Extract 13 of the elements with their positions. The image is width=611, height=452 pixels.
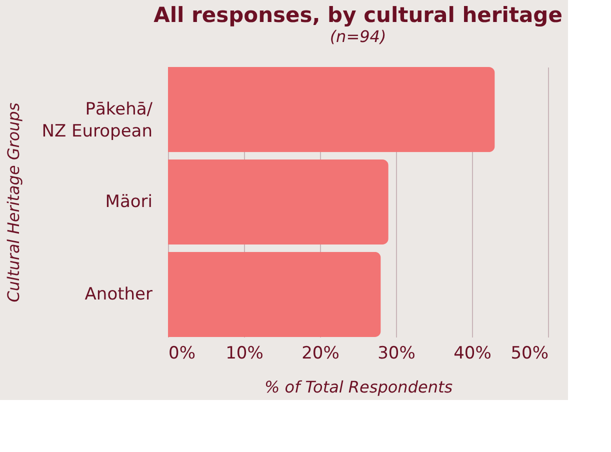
y-axis-title: Cultural Heritage Groups <box>4 102 23 302</box>
x-tick-label: 40% <box>454 344 492 364</box>
chart-subtitle: (n=94) <box>330 27 386 46</box>
x-axis-title: % of Total Respondents <box>264 378 453 396</box>
x-tick-label: 30% <box>378 344 416 364</box>
chart-title: All responses, by cultural heritage <box>154 3 562 27</box>
x-tick-label: 20% <box>302 344 340 364</box>
x-tick-label: 0% <box>168 344 196 364</box>
x-tick-label: 10% <box>226 344 264 364</box>
y-tick-label: Pākehā/ NZ European <box>42 100 153 142</box>
y-tick-label: Mäori <box>105 192 152 212</box>
x-tick-label: 50% <box>510 344 548 364</box>
y-tick-label: Another <box>84 284 152 304</box>
